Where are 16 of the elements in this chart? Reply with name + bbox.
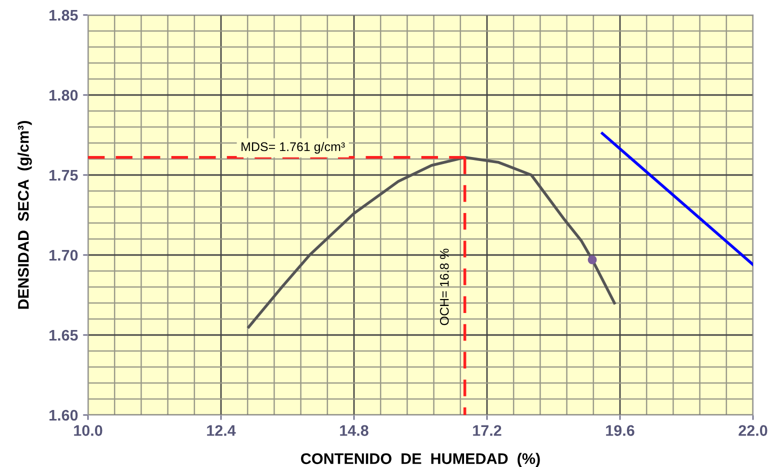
x-tick-label: 14.8 <box>340 425 368 436</box>
y-tick-label: 1.85 <box>50 10 78 21</box>
x-tick-label: 19.6 <box>606 425 634 436</box>
annotation: OCH= 16.8 % <box>440 248 449 326</box>
y-axis-title: DENSIDAD SECA (g/cm³) <box>18 120 32 309</box>
x-tick-label: 12.4 <box>207 425 236 436</box>
x-tick-label: 10.0 <box>74 425 102 436</box>
x-tick-label: 17.2 <box>473 425 502 436</box>
y-tick-label: 1.80 <box>50 90 78 101</box>
y-tick-label: 1.70 <box>50 250 78 261</box>
x-tick-label: 22.0 <box>738 425 768 436</box>
x-axis-title: CONTENIDO DE HUMEDAD (%) <box>301 452 540 467</box>
y-tick-label: 1.75 <box>50 170 78 181</box>
annotation: MDS= 1.761 g/cm³ <box>242 142 345 154</box>
y-tick-label: 1.60 <box>50 410 78 421</box>
y-tick-label: 1.65 <box>50 330 78 341</box>
